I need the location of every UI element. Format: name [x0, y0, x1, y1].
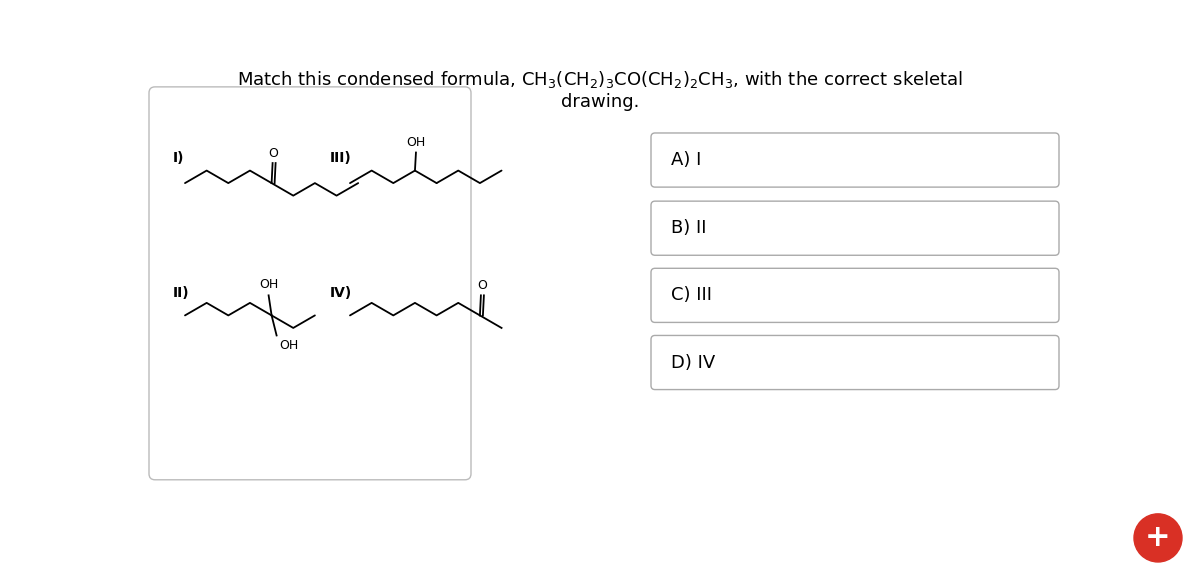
Text: Match this condensed formula, $\mathregular{CH_3(CH_2)_3CO(CH_2)_2CH_3}$, with t: Match this condensed formula, $\mathregu…	[236, 69, 964, 90]
Text: Submit: Submit	[1111, 15, 1170, 33]
Text: IV): IV)	[330, 286, 353, 300]
FancyBboxPatch shape	[650, 133, 1060, 187]
Circle shape	[1134, 514, 1182, 562]
Text: Question 4 of 36: Question 4 of 36	[532, 15, 668, 33]
Text: A) I: A) I	[671, 151, 701, 169]
Text: III): III)	[330, 151, 352, 165]
Text: B) II: B) II	[671, 219, 707, 237]
Text: C) III: C) III	[671, 286, 712, 304]
Text: ‹: ‹	[26, 10, 40, 39]
Text: OH: OH	[259, 278, 278, 292]
FancyBboxPatch shape	[650, 268, 1060, 323]
Text: II): II)	[173, 286, 190, 300]
FancyBboxPatch shape	[149, 87, 470, 480]
Text: drawing.: drawing.	[560, 93, 640, 111]
Text: OH: OH	[407, 135, 426, 149]
Text: OH: OH	[280, 339, 299, 352]
FancyBboxPatch shape	[650, 201, 1060, 255]
FancyBboxPatch shape	[650, 335, 1060, 390]
Text: I): I)	[173, 151, 185, 165]
Text: O: O	[476, 280, 487, 292]
Text: O: O	[269, 147, 278, 160]
Text: D) IV: D) IV	[671, 354, 715, 371]
Text: +: +	[1145, 523, 1171, 552]
